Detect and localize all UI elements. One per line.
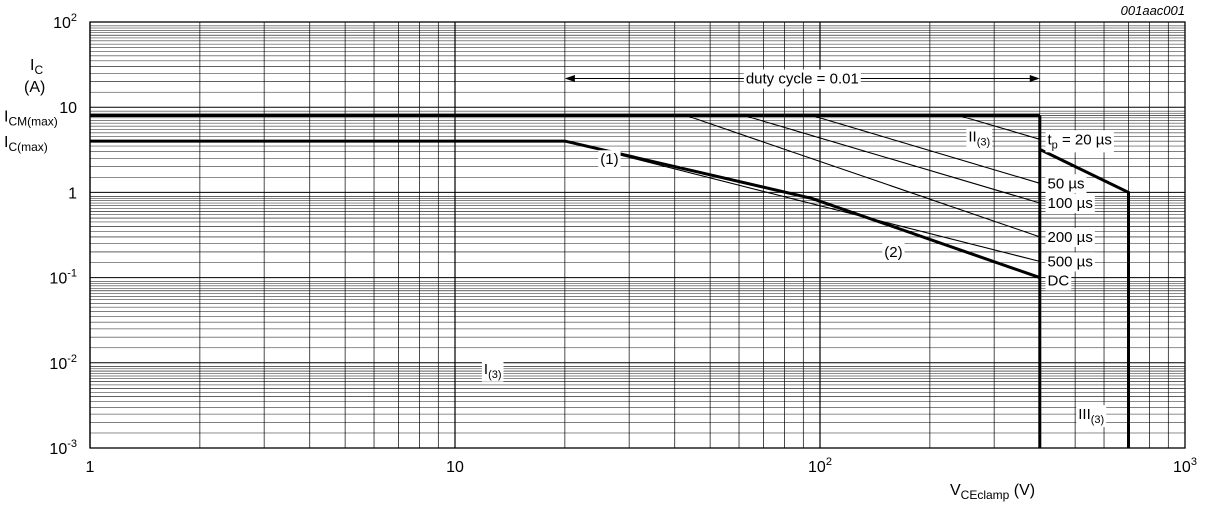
figure-id: 001aac001 [1121,3,1185,18]
pulse-line [564,140,1040,262]
arrowhead-left-icon [564,75,575,83]
grid [89,21,1186,449]
x-tick-label: 103 [1173,456,1197,476]
label-background [598,150,621,170]
region-annotation: III(3) [1078,406,1104,426]
label-background [1045,271,1072,291]
boundary-line [1039,148,1130,448]
pulse-label: 200 µs [1047,229,1092,246]
label-background [481,359,504,382]
level-label: IC(max) [4,134,48,154]
labels: tp = 20 µs 50 µs 100 µs 200 µs 500 µs DC (1) (2… [4,3,1197,502]
label-background [743,69,861,89]
x-tick-label: 10 [446,459,464,476]
y-tick-label: 10-2 [49,353,77,373]
x-tick-label: 1 [86,459,95,476]
pulse-line [686,114,1040,238]
boundary-line [90,139,1041,280]
region-annotation: (1) [600,151,618,168]
curves [90,114,1130,448]
duty-cycle-label: duty cycle = 0.01 [746,71,859,88]
pulse-label: 100 µs [1047,195,1092,212]
pulse-line [811,114,1040,184]
pulse-label: DC [1047,273,1069,290]
pulse-line [744,114,1040,204]
label-background [1045,252,1095,272]
y-tick-label: 10-1 [49,268,77,288]
y-tick-label: 102 [53,12,77,32]
x-axis-title: VCEclamp (V) [950,482,1035,502]
y-axis-unit: (A) [24,79,45,96]
level-label: ICM(max) [4,108,58,128]
label-background [1045,174,1087,194]
label-background [1076,405,1107,428]
region-annotation: (2) [884,244,902,261]
label-background [1045,227,1095,247]
label-background [966,127,993,150]
label-background [1045,194,1095,214]
label-background [882,242,905,262]
region-annotation: II(3) [968,129,990,149]
x-tick-label: 102 [808,456,832,476]
y-tick-label: 10-3 [49,438,77,458]
label-background [1045,130,1114,153]
arrowhead-right-icon [1029,75,1040,83]
region-annotation: I(3) [484,361,502,381]
y-axis-title: IC [30,57,43,77]
pulse-line [958,114,1040,140]
y-tick-label: 10 [59,100,77,117]
pulse-label: tp = 20 µs [1047,131,1111,151]
y-tick-label: 1 [68,185,77,202]
pulse-label: 500 µs [1047,253,1092,270]
plot-frame [89,21,1186,449]
pulse-label: 50 µs [1047,175,1084,192]
